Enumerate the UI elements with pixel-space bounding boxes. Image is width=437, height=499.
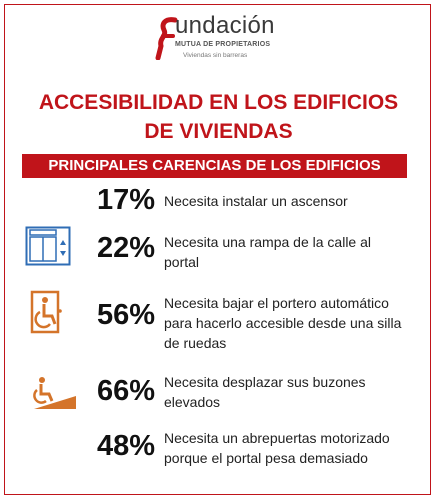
item-description: Necesita una rampa de la calle al portal <box>164 232 419 272</box>
percent-value: 56% <box>96 299 155 331</box>
description-line: elevados <box>164 394 221 410</box>
wheelchair-ramp-icon <box>33 377 76 409</box>
item-description: Necesita un abrepuertas motorizado porqu… <box>164 428 419 468</box>
description-line: Necesita desplazar sus buzones <box>164 374 366 390</box>
elevator-icon <box>25 226 71 266</box>
title-line-1: ACCESIBILIDAD EN LOS EDIFICIOS <box>38 91 399 114</box>
logo-subtitle: MUTUA DE PROPIETARIOS <box>175 41 271 48</box>
logo-mark-icon <box>155 17 178 60</box>
description-line: Necesita una rampa de la calle al <box>164 234 372 250</box>
title-line-2: DE VIVIENDAS <box>144 120 293 143</box>
percent-value: 17% <box>96 184 155 216</box>
description-line: para hacerlo accesible desde una silla <box>164 315 402 331</box>
description-line: Necesita bajar el portero automático <box>164 295 389 311</box>
description-line: Necesita un abrepuertas motorizado <box>164 430 390 446</box>
section-banner: PRINCIPALES CARENCIAS DE LOS EDIFICIOS <box>22 154 407 178</box>
percent-value: 22% <box>96 232 155 264</box>
wheelchair-door-icon <box>30 290 62 334</box>
item-description: Necesita instalar un ascensor <box>164 191 419 211</box>
description-line: Necesita instalar un ascensor <box>164 193 348 209</box>
description-line: de ruedas <box>164 335 227 351</box>
logo-name: undación <box>175 12 275 39</box>
percent-value: 66% <box>96 375 155 407</box>
item-description: Necesita bajar el portero automático par… <box>164 293 419 353</box>
poster-frame <box>4 4 431 495</box>
page-title: ACCESIBILIDAD EN LOS EDIFICIOS DE VIVIEN… <box>0 88 437 146</box>
logo: undación MUTUA DE PROPIETARIOS Viviendas… <box>155 12 325 64</box>
logo-tagline: Viviendas sin barreras <box>183 52 248 59</box>
description-line: portal <box>164 254 200 270</box>
item-description: Necesita desplazar sus buzones elevados <box>164 372 419 412</box>
percent-value: 48% <box>96 430 155 462</box>
description-line: porque el portal pesa demasiado <box>164 450 368 466</box>
